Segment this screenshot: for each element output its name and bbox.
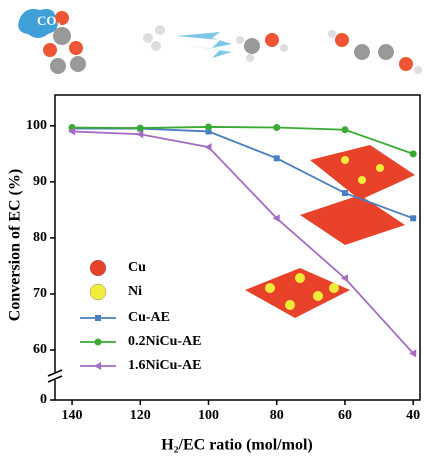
x-axis-label: H₂/EC ratio (mol/mol) <box>161 437 312 454</box>
plot-frame <box>54 94 421 401</box>
data-point <box>205 123 213 131</box>
data-point <box>204 143 212 152</box>
data-point <box>68 127 76 136</box>
x-tick-label: 80 <box>270 408 284 423</box>
x-tick-label: 120 <box>130 408 151 423</box>
y-tick-label: 70 <box>33 286 47 301</box>
data-point <box>341 190 348 197</box>
y-tick-label: 80 <box>33 230 47 245</box>
data-point <box>273 124 281 132</box>
series-line <box>72 130 414 354</box>
data-point <box>341 126 349 134</box>
data-point <box>409 150 417 158</box>
data-point <box>273 155 280 162</box>
legend-atom <box>89 259 107 277</box>
legend-marker <box>94 362 101 370</box>
x-tick-label: 140 <box>62 408 83 423</box>
legend-label: Ni <box>128 284 142 299</box>
y-tick-label: 0 <box>40 392 47 407</box>
legend-label: 0.2NiCu-AE <box>128 334 202 349</box>
data-point <box>410 215 417 222</box>
y-axis-label: Conversion of EC (%) <box>7 169 24 321</box>
y-tick-label: 100 <box>26 118 47 133</box>
molecule-scheme <box>18 9 422 74</box>
data-point <box>136 124 144 132</box>
x-tick-label: 40 <box>406 408 420 423</box>
x-tick-label: 60 <box>338 408 352 423</box>
series-line <box>72 126 414 155</box>
data-point <box>340 274 348 283</box>
nanoparticles <box>245 145 415 318</box>
annotation: CO₂ <box>37 13 61 28</box>
y-tick-label: 60 <box>33 342 47 357</box>
data-point <box>409 349 417 358</box>
legend-marker <box>95 315 101 321</box>
legend-label: Cu-AE <box>128 310 170 325</box>
axis-break <box>47 369 63 383</box>
legend-marker <box>94 338 102 346</box>
legend-label: 1.6NiCu-AE <box>128 358 202 373</box>
y-tick-label: 90 <box>33 174 47 189</box>
data-point <box>136 130 144 139</box>
legend-label: Cu <box>128 260 146 275</box>
legend-atom <box>89 283 107 301</box>
data-point <box>205 128 212 135</box>
data-point <box>272 214 280 223</box>
x-tick-label: 100 <box>198 408 219 423</box>
